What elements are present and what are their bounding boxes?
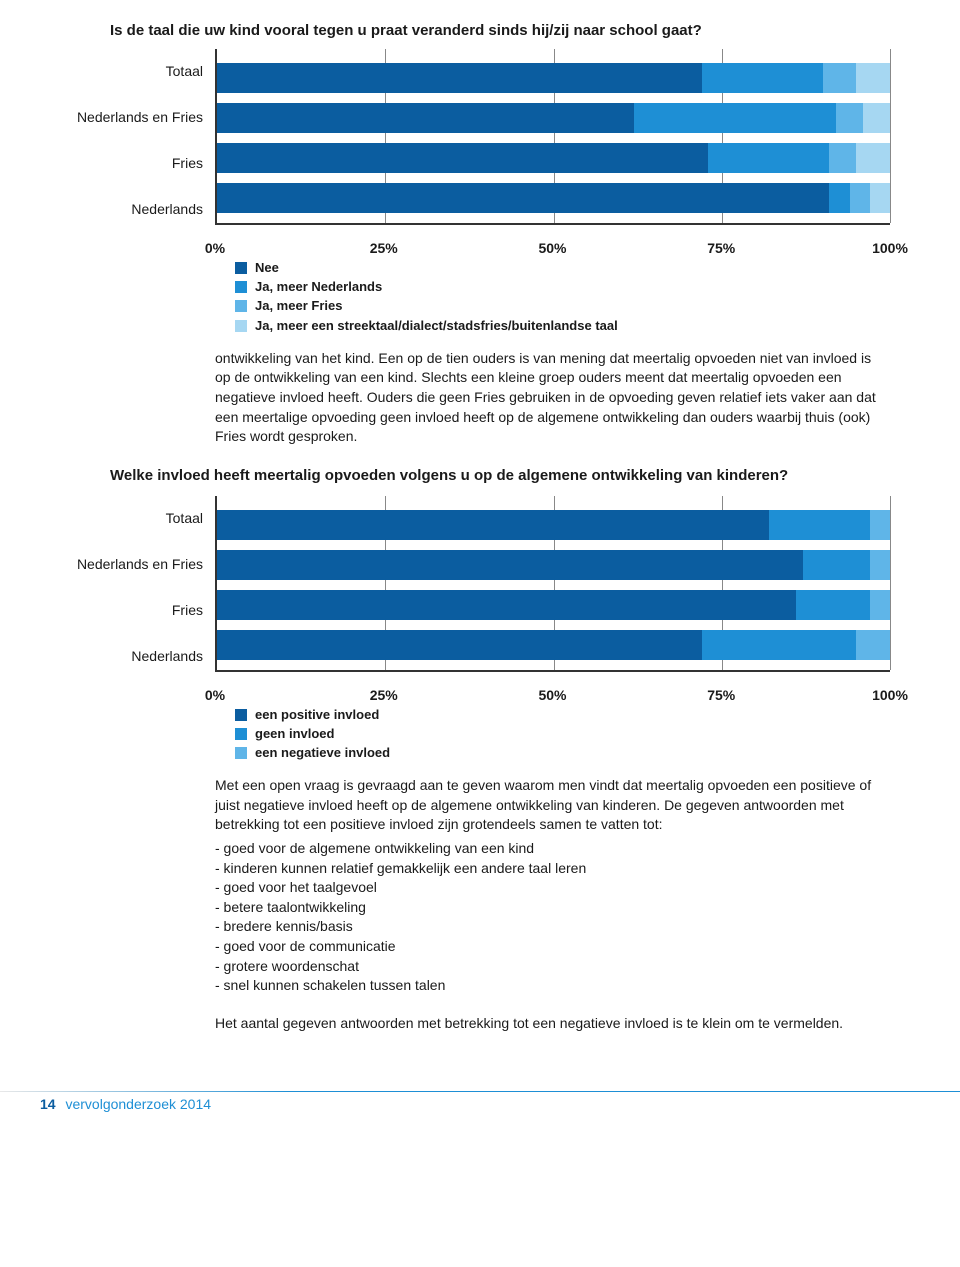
- bar-row: [217, 590, 890, 620]
- bar-segment: [796, 590, 870, 620]
- bar-segment: [217, 103, 634, 133]
- axis-tick: 75%: [707, 686, 735, 706]
- axis-tick: 100%: [872, 239, 908, 259]
- legend-swatch: [235, 262, 247, 274]
- category-label: Nederlands en Fries: [40, 108, 215, 128]
- category-label: Nederlands: [40, 647, 215, 667]
- bar-segment: [702, 63, 823, 93]
- category-label: Fries: [40, 154, 215, 174]
- bullet-item: - betere taalontwikkeling: [215, 898, 890, 918]
- bar-segment: [856, 630, 890, 660]
- axis-tick: 0%: [205, 239, 225, 259]
- legend-swatch: [235, 747, 247, 759]
- bar-segment: [856, 143, 890, 173]
- legend-swatch: [235, 320, 247, 332]
- chart2-legend: een positive invloedgeen invloedeen nega…: [235, 706, 890, 763]
- bar-segment: [708, 143, 829, 173]
- bar-segment: [702, 630, 857, 660]
- legend-label: Ja, meer Fries: [255, 297, 342, 315]
- bar-segment: [829, 143, 856, 173]
- legend-label: een negatieve invloed: [255, 744, 390, 762]
- axis-tick: 25%: [370, 239, 398, 259]
- bullet-item: - kinderen kunnen relatief gemakkelijk e…: [215, 859, 890, 879]
- axis-tick: 50%: [538, 686, 566, 706]
- legend-item: Ja, meer een streektaal/dialect/stadsfri…: [235, 317, 890, 335]
- bar-segment: [863, 103, 890, 133]
- legend-swatch: [235, 709, 247, 721]
- bar-segment: [217, 183, 829, 213]
- bar-row: [217, 630, 890, 660]
- axis-tick: 100%: [872, 686, 908, 706]
- legend-swatch: [235, 300, 247, 312]
- category-label: Totaal: [40, 62, 215, 82]
- legend-label: Ja, meer Nederlands: [255, 278, 382, 296]
- bar-segment: [217, 63, 702, 93]
- category-label: Nederlands en Fries: [40, 555, 215, 575]
- paragraph-1: ontwikkeling van het kind. Een op de tie…: [215, 349, 890, 447]
- legend-item: Ja, meer Nederlands: [235, 278, 890, 296]
- legend-item: een positive invloed: [235, 706, 890, 724]
- bar-segment: [217, 510, 769, 540]
- bar-segment: [217, 143, 708, 173]
- bar-segment: [829, 183, 849, 213]
- bar-segment: [870, 590, 890, 620]
- legend-swatch: [235, 728, 247, 740]
- bar-segment: [217, 590, 796, 620]
- bar-segment: [856, 63, 890, 93]
- bar-segment: [217, 550, 803, 580]
- axis-tick: 25%: [370, 686, 398, 706]
- bar-segment: [634, 103, 836, 133]
- footer-label: vervolgonderzoek 2014: [65, 1096, 211, 1112]
- bullet-item: - bredere kennis/basis: [215, 917, 890, 937]
- chart1: Totaal Nederlands en Fries Fries Nederlands: [40, 49, 890, 233]
- bar-segment: [870, 550, 890, 580]
- bar-row: [217, 510, 890, 540]
- legend-item: geen invloed: [235, 725, 890, 743]
- bar-segment: [850, 183, 870, 213]
- bar-row: [217, 183, 890, 213]
- bar-segment: [803, 550, 870, 580]
- chart1-title: Is de taal die uw kind vooral tegen u pr…: [110, 20, 890, 41]
- category-label: Nederlands: [40, 200, 215, 220]
- legend-item: Nee: [235, 259, 890, 277]
- legend-item: Ja, meer Fries: [235, 297, 890, 315]
- bar-segment: [870, 183, 890, 213]
- bar-row: [217, 103, 890, 133]
- legend-label: geen invloed: [255, 725, 334, 743]
- bar-segment: [836, 103, 863, 133]
- legend-swatch: [235, 281, 247, 293]
- bullet-item: - goed voor de algemene ontwikkeling van…: [215, 839, 890, 859]
- paragraph-3: Het aantal gegeven antwoorden met betrek…: [215, 1014, 890, 1034]
- bar-segment: [217, 630, 702, 660]
- chart1-legend: NeeJa, meer NederlandsJa, meer Fries Ja, …: [235, 259, 890, 335]
- category-label: Totaal: [40, 509, 215, 529]
- legend-label: Ja, meer een streektaal/dialect/stadsfri…: [255, 317, 618, 335]
- chart2-title: Welke invloed heeft meertalig opvoeden v…: [110, 465, 850, 486]
- legend-label: een positive invloed: [255, 706, 379, 724]
- bar-row: [217, 550, 890, 580]
- bullet-item: - goed voor het taalgevoel: [215, 878, 890, 898]
- paragraph-2: Met een open vraag is gevraagd aan te ge…: [215, 776, 890, 996]
- chart2: Totaal Nederlands en Fries Fries Nederlands: [40, 496, 890, 680]
- bar-row: [217, 63, 890, 93]
- legend-label: Nee: [255, 259, 279, 277]
- legend-item: een negatieve invloed: [235, 744, 890, 762]
- axis-tick: 50%: [538, 239, 566, 259]
- bullet-item: - grotere woordenschat: [215, 957, 890, 977]
- bar-row: [217, 143, 890, 173]
- axis-tick: 0%: [205, 686, 225, 706]
- axis-tick: 75%: [707, 239, 735, 259]
- bullet-item: - snel kunnen schakelen tussen talen: [215, 976, 890, 996]
- page-footer: 14 vervolgonderzoek 2014: [0, 1091, 960, 1115]
- bar-segment: [870, 510, 890, 540]
- bar-segment: [823, 63, 857, 93]
- page-number: 14: [40, 1095, 56, 1115]
- bar-segment: [769, 510, 870, 540]
- bullet-item: - goed voor de communicatie: [215, 937, 890, 957]
- category-label: Fries: [40, 601, 215, 621]
